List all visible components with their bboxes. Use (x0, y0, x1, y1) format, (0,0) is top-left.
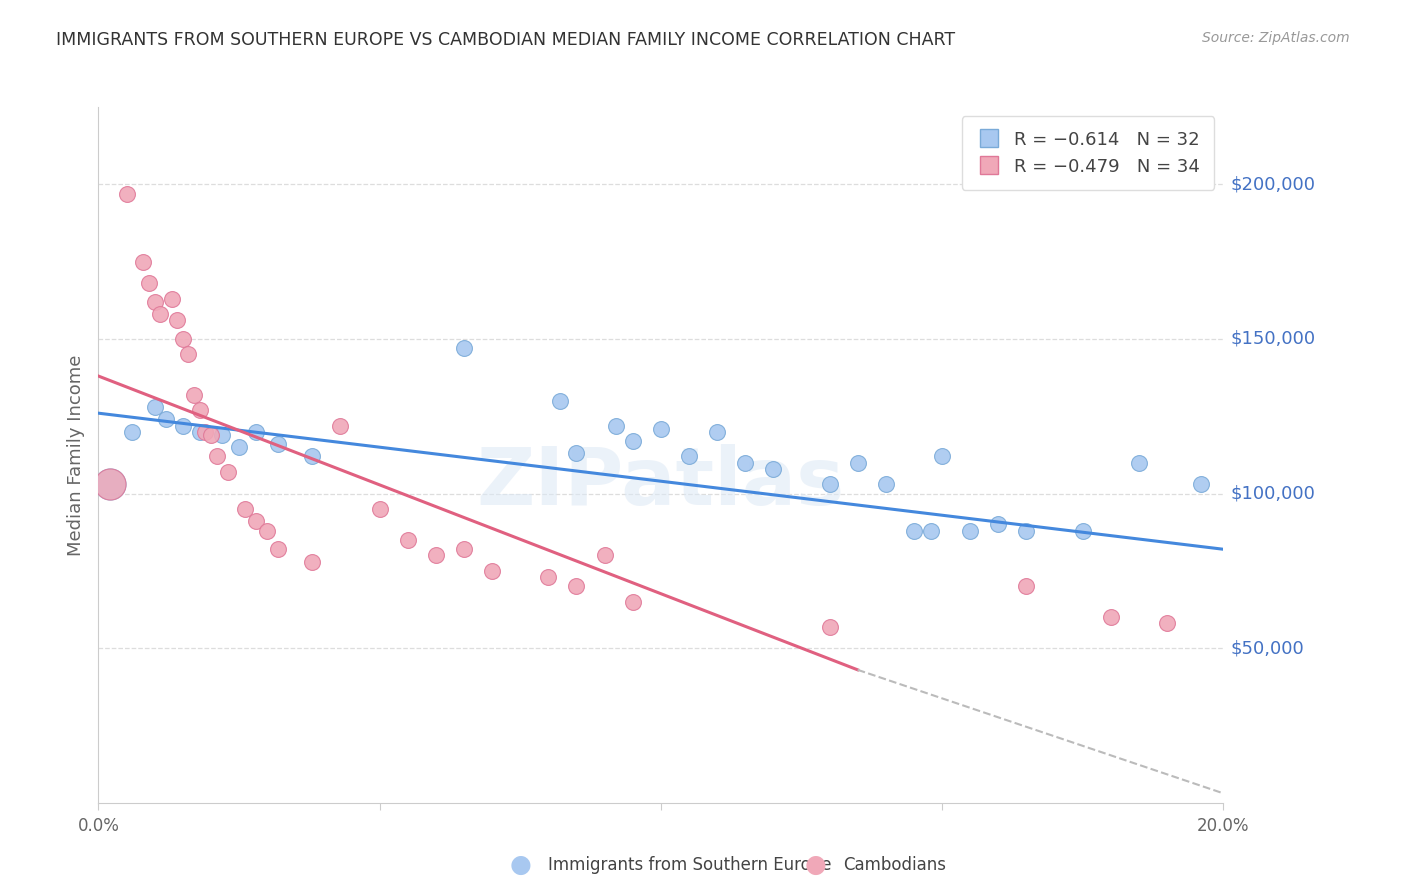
Point (267, 542, 290, 557)
Text: ●: ● (804, 854, 827, 877)
Point (368, 502, 391, 516)
Point (959, 524, 981, 538)
Point (734, 456, 756, 470)
Point (818, 477, 841, 491)
Point (565, 579, 588, 593)
Point (706, 425, 728, 439)
Point (1071, 524, 1094, 538)
Point (1015, 579, 1038, 593)
Point (138, 277, 160, 291)
Point (1015, 524, 1038, 538)
Point (818, 619, 841, 633)
Point (211, 427, 233, 442)
Point (1189, 477, 1212, 491)
Y-axis label: Median Family Income: Median Family Income (66, 354, 84, 556)
Point (565, 446, 588, 460)
Text: $150,000: $150,000 (1230, 330, 1316, 348)
Text: $50,000: $50,000 (1230, 640, 1303, 657)
Point (481, 564, 503, 578)
Point (650, 422, 672, 436)
Point (194, 425, 217, 439)
Point (166, 313, 188, 327)
Point (149, 307, 172, 321)
Point (98, 477, 121, 491)
Point (453, 341, 475, 355)
Point (245, 425, 267, 439)
Point (245, 515, 267, 529)
Point (172, 418, 194, 433)
Point (188, 425, 211, 439)
Point (396, 533, 419, 547)
Point (1128, 456, 1150, 470)
Legend: R = −0.614   N = 32, R = −0.479   N = 34: R = −0.614 N = 32, R = −0.479 N = 34 (962, 116, 1215, 190)
Point (931, 450, 953, 464)
Point (217, 465, 239, 479)
Point (987, 517, 1010, 532)
Point (762, 462, 785, 476)
Point (301, 555, 323, 569)
Point (605, 418, 627, 433)
Point (233, 502, 256, 516)
Text: ●: ● (509, 854, 531, 877)
Point (228, 440, 250, 454)
Point (621, 595, 644, 609)
Point (537, 570, 560, 584)
Point (205, 450, 228, 464)
Point (301, 450, 323, 464)
Point (903, 524, 925, 538)
Point (155, 412, 177, 426)
Text: Source: ZipAtlas.com: Source: ZipAtlas.com (1202, 31, 1350, 45)
Point (160, 292, 183, 306)
Point (1156, 616, 1178, 631)
Point (143, 400, 166, 414)
Point (143, 294, 166, 309)
Point (188, 403, 211, 417)
Point (200, 427, 222, 442)
Point (177, 347, 200, 361)
Point (875, 477, 897, 491)
Point (121, 425, 143, 439)
Point (256, 524, 278, 538)
Text: $200,000: $200,000 (1230, 176, 1315, 194)
Point (115, 186, 138, 201)
Point (98, 477, 121, 491)
Point (1099, 610, 1122, 624)
Text: Cambodians: Cambodians (844, 856, 946, 874)
Point (621, 434, 644, 448)
Text: $100,000: $100,000 (1230, 484, 1315, 502)
Point (183, 387, 205, 401)
Point (920, 524, 942, 538)
Text: IMMIGRANTS FROM SOUTHERN EUROPE VS CAMBODIAN MEDIAN FAMILY INCOME CORRELATION CH: IMMIGRANTS FROM SOUTHERN EUROPE VS CAMBO… (56, 31, 955, 49)
Point (548, 393, 571, 408)
Point (172, 332, 194, 346)
Point (453, 542, 475, 557)
Point (593, 549, 616, 563)
Point (132, 254, 155, 268)
Point (846, 456, 869, 470)
Point (329, 418, 352, 433)
Text: Immigrants from Southern Europe: Immigrants from Southern Europe (548, 856, 832, 874)
Point (267, 437, 290, 451)
Point (425, 549, 447, 563)
Point (678, 450, 700, 464)
Text: ZIPatlas: ZIPatlas (477, 443, 845, 522)
